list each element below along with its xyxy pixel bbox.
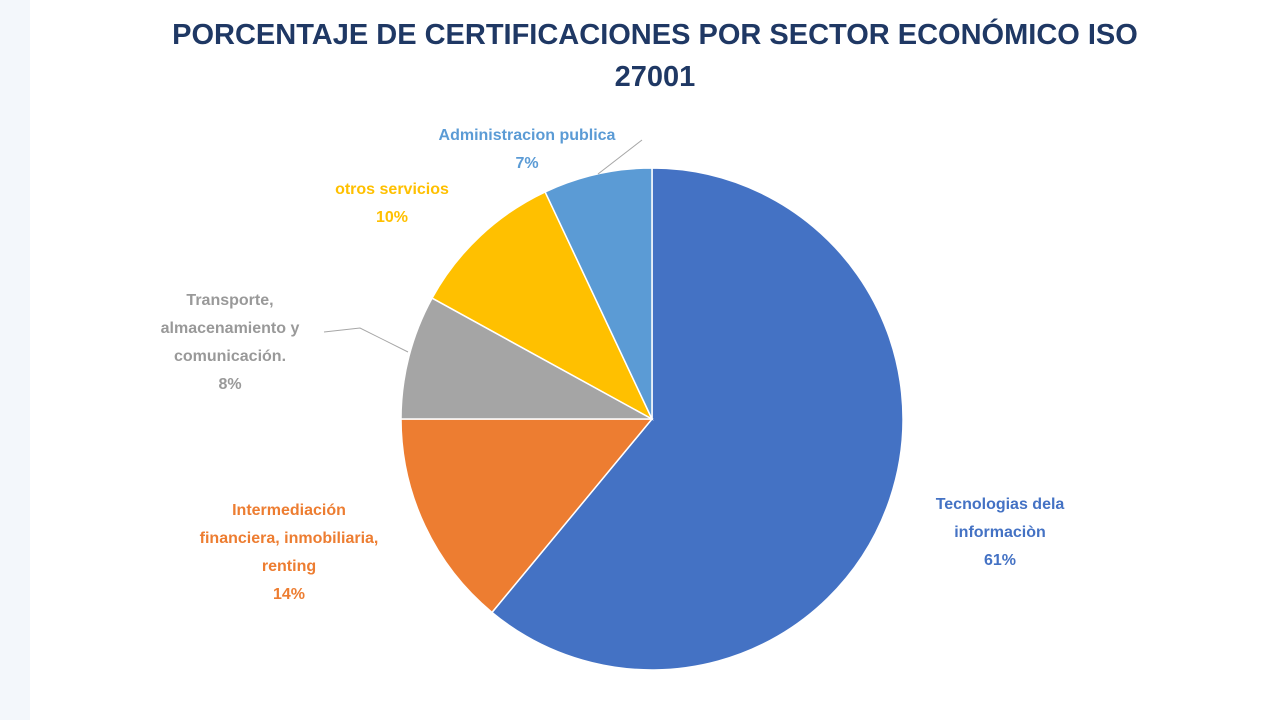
slice-category-label: informaciòn — [954, 524, 1046, 541]
slice-category-label: Transporte, — [186, 292, 273, 309]
slice-category-label: financiera, inmobiliaria, — [200, 530, 379, 547]
slice-category-label: almacenamiento y — [161, 320, 300, 337]
slice-label-4: Administracion publica 7% — [439, 127, 616, 172]
slice-label-1: Intermediación financiera, inmobiliaria, r… — [200, 502, 379, 603]
leader-line-4 — [597, 139, 643, 175]
pie-slice-3 — [431, 190, 654, 421]
slice-label-3: otros servicios 10% — [335, 181, 449, 226]
slice-category-label: comunicación. — [174, 348, 286, 365]
slice-value-label: 10% — [376, 209, 408, 226]
chart-title: PORCENTAJE DE CERTIFICACIONES POR SECTOR… — [30, 14, 1280, 98]
slide-canvas: PORCENTAJE DE CERTIFICACIONES POR SECTOR… — [30, 0, 1280, 720]
pie-slice-0 — [490, 167, 904, 671]
slice-label-0: Tecnologias dela informaciòn 61% — [936, 496, 1065, 569]
pie-slice-4 — [544, 167, 653, 420]
slice-category-label: renting — [262, 558, 316, 575]
chart-title-line-1: PORCENTAJE DE CERTIFICACIONES POR SECTOR… — [172, 19, 1138, 51]
slice-value-label: 14% — [273, 586, 305, 603]
leader-line-2 — [323, 327, 409, 353]
slice-value-label: 7% — [515, 155, 538, 172]
slice-value-label: 61% — [984, 552, 1016, 569]
slice-value-label: 8% — [218, 376, 241, 393]
slice-category-label: Administracion publica — [439, 127, 616, 144]
slice-labels: Tecnologias dela informaciòn 61% Intermedia… — [161, 127, 1065, 603]
pie-slice-1 — [400, 418, 654, 614]
chart-title-line-2: 27001 — [614, 61, 696, 93]
slice-category-label: Tecnologias dela — [936, 496, 1065, 513]
slice-category-label: otros servicios — [335, 181, 449, 198]
pie-chart: Tecnologias dela informaciòn 61% Intermedia… — [161, 127, 1065, 671]
slice-label-2: Transporte, almacenamiento y comunicación.… — [161, 292, 300, 393]
slice-category-label: Intermediación — [232, 502, 346, 519]
pie-slice-2 — [400, 297, 653, 420]
pie-slices — [400, 167, 904, 671]
